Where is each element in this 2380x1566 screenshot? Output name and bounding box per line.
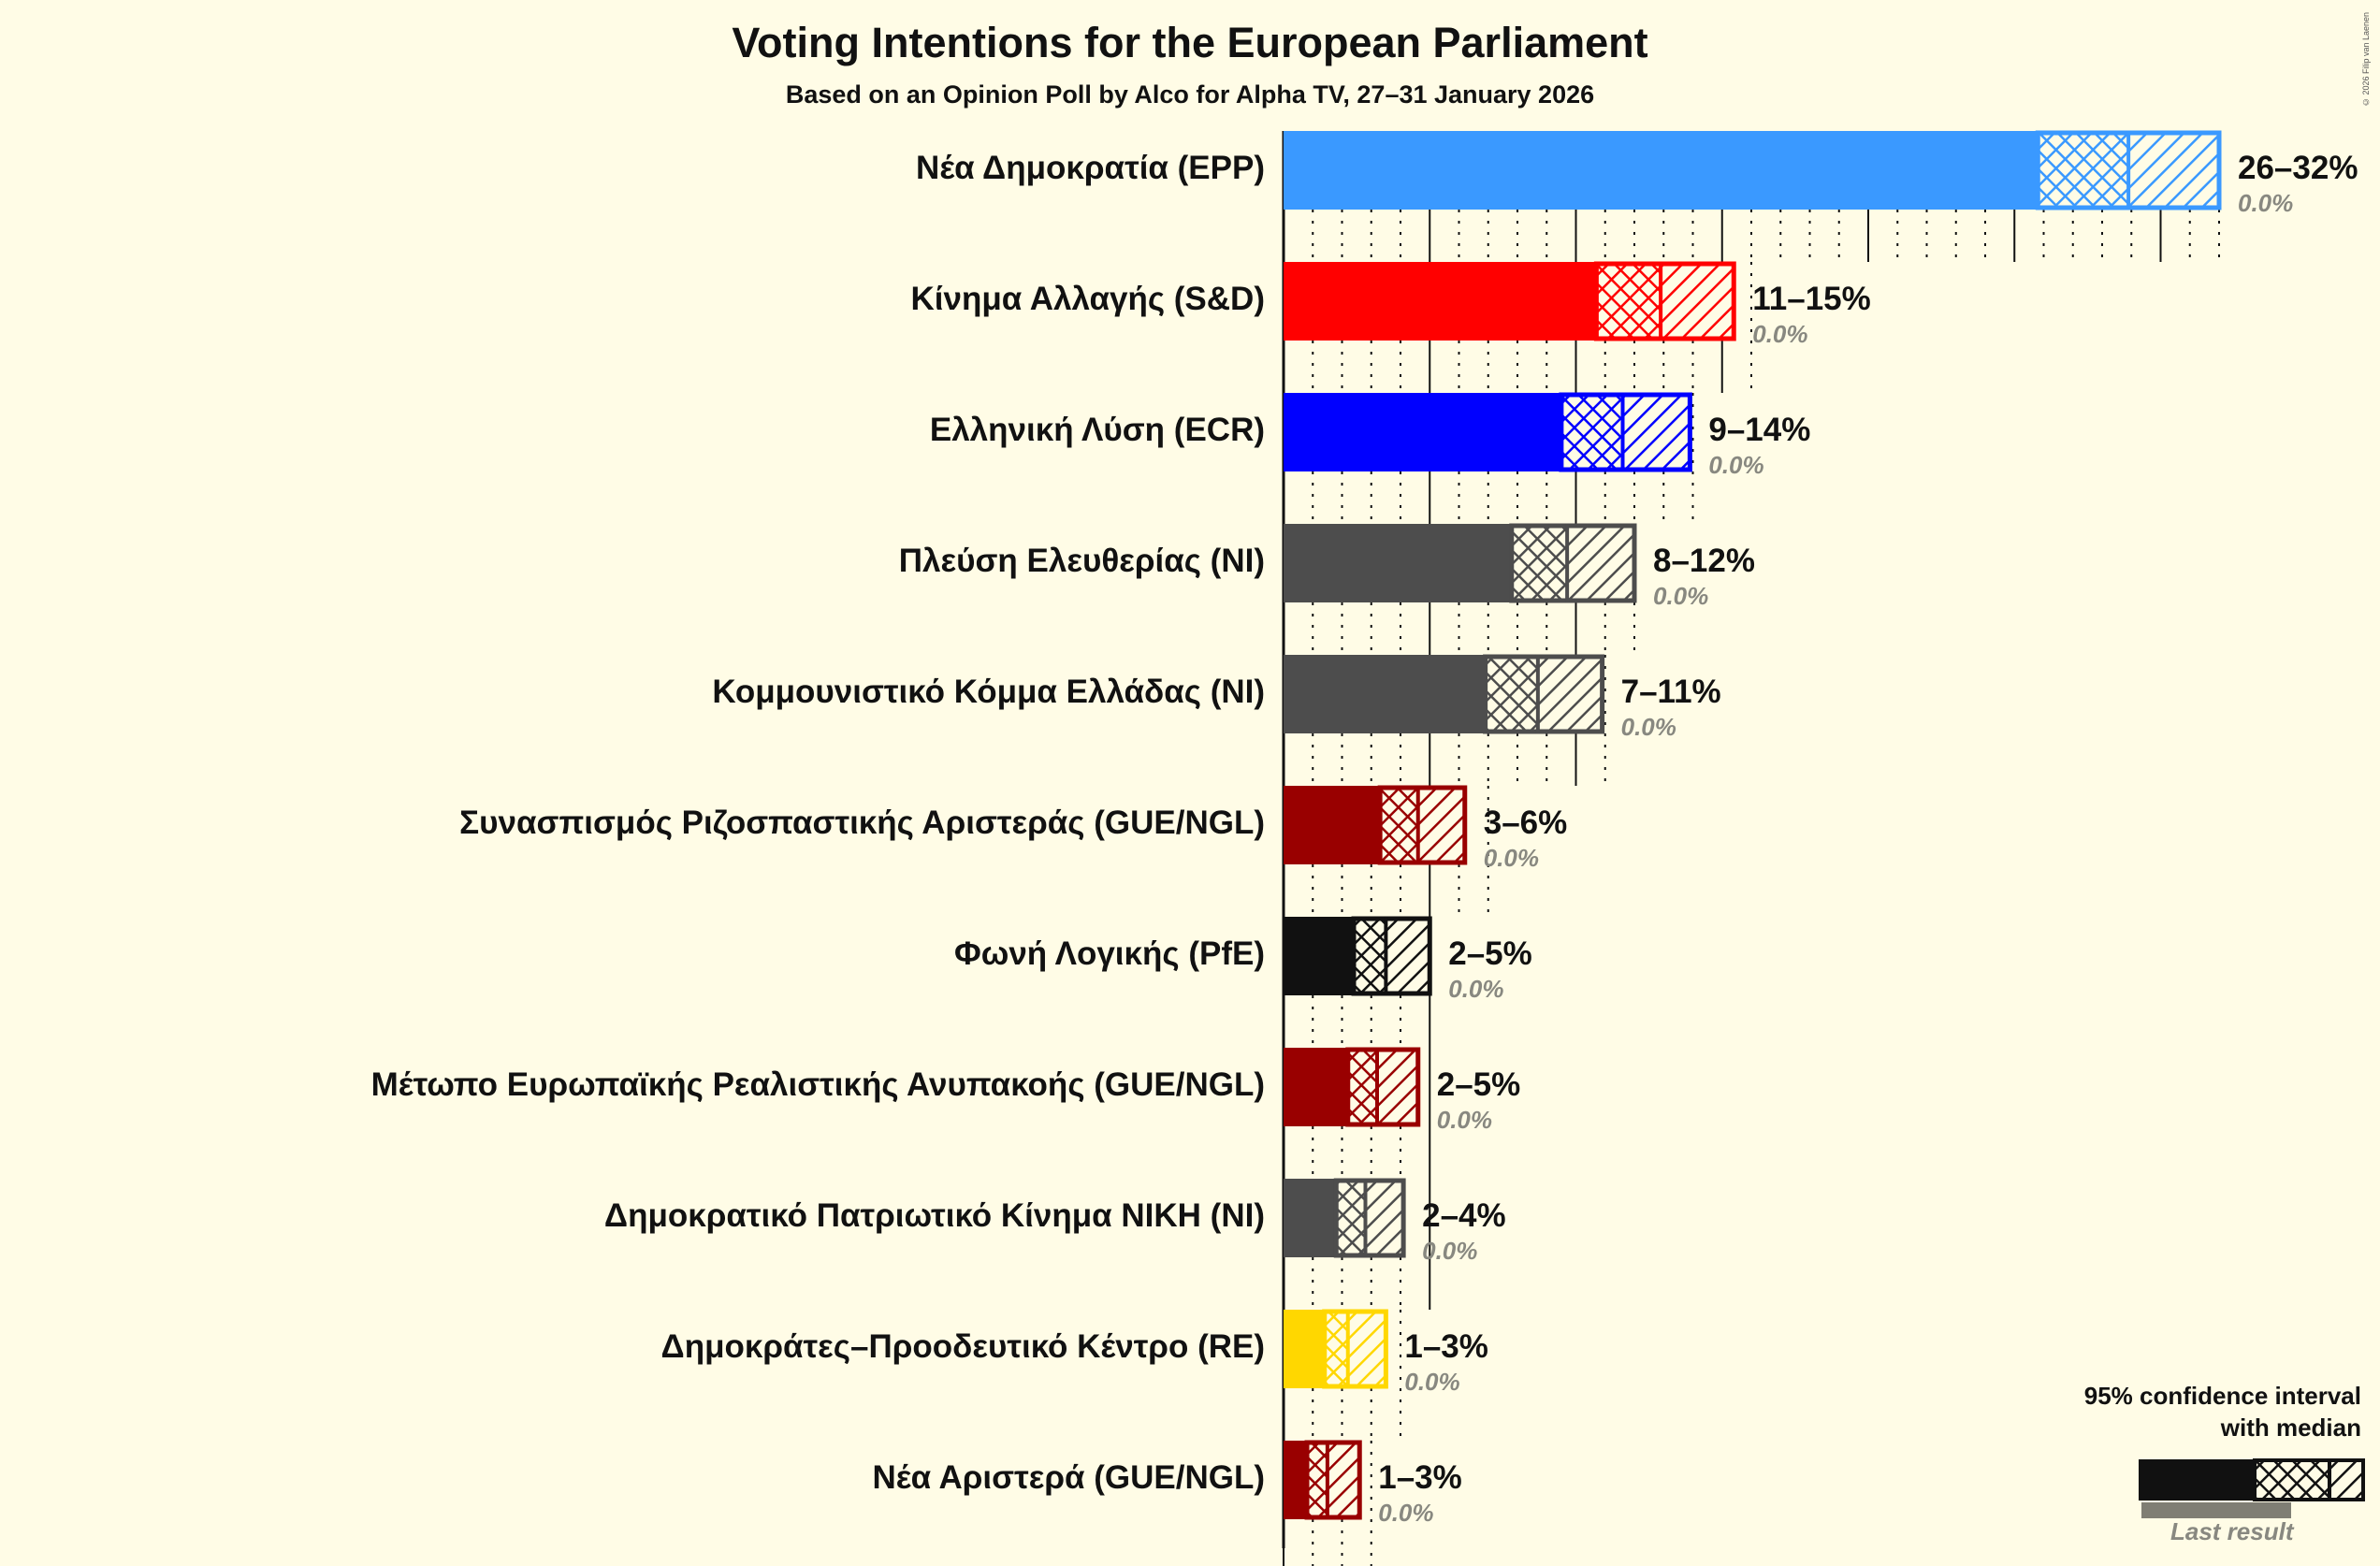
range-label: 1–3% xyxy=(1404,1328,1488,1365)
party-label: Δημοκρατικό Πατριωτικό Κίνημα ΝΙΚΗ (NI) xyxy=(603,1197,1265,1234)
party-label: Πλεύση Ελευθερίας (NI) xyxy=(898,543,1265,579)
last-result-label: 0.0% xyxy=(1448,975,1504,1003)
bar-row xyxy=(1284,523,1637,603)
bar-solid xyxy=(1284,1048,1348,1126)
bar-row xyxy=(1284,261,1736,341)
last-result-label: 0.0% xyxy=(2238,189,2294,217)
party-label: Δημοκράτες–Προοδευτικό Κέντρο (RE) xyxy=(660,1328,1265,1365)
bar-ci-upper xyxy=(1417,789,1465,862)
range-label: 9–14% xyxy=(1708,412,1811,448)
party-label: Ελληνική Λύση (ECR) xyxy=(929,412,1265,448)
bar-ci-lower xyxy=(1336,1182,1366,1254)
bar-solid xyxy=(1284,1441,1307,1519)
bar-row xyxy=(1284,1440,1362,1520)
range-label: 3–6% xyxy=(1483,805,1568,841)
bar-ci-upper xyxy=(1365,1182,1404,1254)
bar-ci-upper xyxy=(1327,1443,1360,1516)
range-label: 11–15% xyxy=(1752,281,1871,317)
bar-ci-upper xyxy=(1661,265,1734,338)
bar-ci-upper xyxy=(1537,658,1603,731)
range-label: 8–12% xyxy=(1653,543,1755,579)
range-label: 2–5% xyxy=(1448,935,1532,972)
party-label: Φωνή Λογικής (PfE) xyxy=(954,935,1265,972)
bar-ci-upper xyxy=(2128,134,2219,207)
legend-title-line2: with median xyxy=(2220,1414,2361,1442)
party-label: Νέα Δημοκρατία (EPP) xyxy=(916,150,1265,186)
bar-ci-lower xyxy=(1307,1443,1328,1516)
bar-solid xyxy=(1284,786,1381,864)
bars xyxy=(1284,130,2222,1520)
bar-solid xyxy=(1284,131,2039,210)
bar-solid xyxy=(1284,524,1512,602)
range-label: 7–11% xyxy=(1620,674,1721,710)
last-result-label: 0.0% xyxy=(1653,582,1709,610)
legend-last-result-label: Last result xyxy=(2170,1517,2294,1545)
party-label: Συνασπισμός Ριζοσπαστικής Αριστεράς (GUE… xyxy=(459,805,1265,841)
party-label: Νέα Αριστερά (GUE/NGL) xyxy=(872,1459,1266,1496)
range-label: 26–32% xyxy=(2238,150,2358,186)
bar-ci-lower xyxy=(2038,134,2129,207)
chart-title: Voting Intentions for the European Parli… xyxy=(732,19,1648,66)
last-result-label: 0.0% xyxy=(1752,320,1808,348)
bar-solid xyxy=(1284,393,1561,471)
last-result-label: 0.0% xyxy=(1620,713,1676,741)
bar-ci-lower xyxy=(1380,789,1418,862)
bar-solid xyxy=(1284,917,1354,995)
bar-ci-lower xyxy=(1354,920,1386,993)
range-label: 2–5% xyxy=(1436,1066,1521,1103)
bar-ci-lower xyxy=(1560,396,1623,469)
bar-ci-lower xyxy=(1485,658,1538,731)
bar-row xyxy=(1284,130,2222,210)
legend-graphic xyxy=(2139,1458,2365,1518)
bar-row xyxy=(1284,1178,1406,1258)
last-result-label: 0.0% xyxy=(1422,1237,1478,1265)
bar-row xyxy=(1284,1047,1421,1127)
bar-row xyxy=(1284,654,1605,734)
bar-solid xyxy=(1284,1179,1337,1257)
bar-solid xyxy=(1284,655,1486,733)
party-label: Κίνημα Αλλαγής (S&D) xyxy=(910,281,1265,317)
bar-row xyxy=(1284,785,1468,865)
last-result-label: 0.0% xyxy=(1708,451,1764,479)
party-label: Κομμουνιστικό Κόμμα Ελλάδας (NI) xyxy=(712,674,1265,710)
legend-title-line1: 95% confidence interval xyxy=(2083,1382,2361,1410)
bar-ci-upper xyxy=(1377,1051,1418,1124)
bar-ci-upper xyxy=(1567,527,1634,600)
bar-row xyxy=(1284,392,1692,472)
bar-solid xyxy=(1284,262,1597,341)
bar-ci-lower xyxy=(1347,1051,1377,1124)
bar-ci-upper xyxy=(1347,1312,1386,1385)
bar-row xyxy=(1284,1309,1388,1389)
bar-ci-upper xyxy=(1386,920,1430,993)
last-result-label: 0.0% xyxy=(1436,1106,1493,1134)
range-label: 1–3% xyxy=(1378,1459,1462,1496)
legend-title: 95% confidence interval with median xyxy=(2084,1380,2361,1443)
bar-ci-lower xyxy=(1511,527,1568,600)
chart-subtitle: Based on an Opinion Poll by Alco for Alp… xyxy=(785,80,1595,109)
party-label: Μέτωπο Ευρωπαϊκής Ρεαλιστικής Ανυπακοής … xyxy=(370,1066,1265,1103)
last-result-label: 0.0% xyxy=(1378,1499,1434,1527)
bar-ci-lower xyxy=(1596,265,1662,338)
last-result-label: 0.0% xyxy=(1483,844,1540,872)
last-result-label: 0.0% xyxy=(1404,1368,1460,1396)
bar-ci-lower xyxy=(1324,1312,1348,1385)
bar-solid xyxy=(1284,1310,1325,1388)
bar-row xyxy=(1284,916,1432,996)
range-label: 2–4% xyxy=(1422,1197,1506,1234)
bar-ci-upper xyxy=(1622,396,1691,469)
